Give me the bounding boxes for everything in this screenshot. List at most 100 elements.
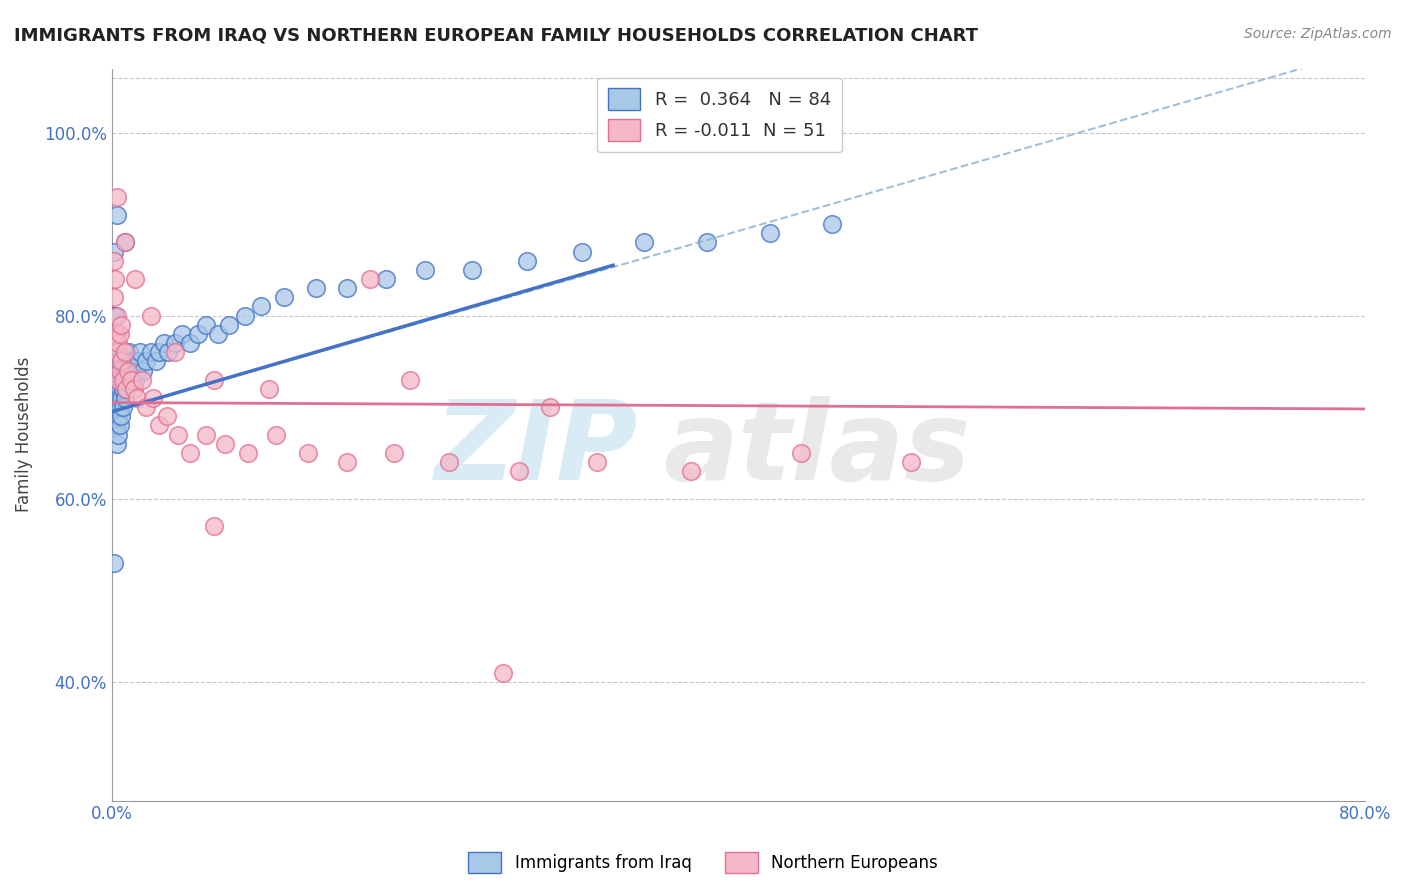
Point [157, 345, 180, 359]
Point [152, 336, 174, 351]
Point [105, 400, 128, 414]
Point [125, 391, 148, 405]
Point [105, 189, 128, 203]
Point [336, 455, 359, 469]
Point [821, 217, 844, 231]
Point [107, 427, 129, 442]
Point [107, 409, 129, 424]
Point [135, 400, 157, 414]
Text: IMMIGRANTS FROM IRAQ VS NORTHERN EUROPEAN FAMILY HOUSEHOLDS CORRELATION CHART: IMMIGRANTS FROM IRAQ VS NORTHERN EUROPEA… [14, 27, 979, 45]
Point [105, 363, 128, 377]
Point [375, 272, 398, 286]
Point [111, 400, 134, 414]
Point [103, 326, 125, 341]
Point [110, 354, 132, 368]
Point [586, 455, 609, 469]
Point [111, 363, 134, 377]
Point [114, 235, 136, 250]
Point [103, 382, 125, 396]
Point [129, 345, 152, 359]
Point [304, 281, 326, 295]
Point [105, 208, 128, 222]
Point [233, 309, 256, 323]
Point [104, 418, 127, 433]
Point [202, 373, 225, 387]
Point [105, 436, 128, 450]
Point [132, 363, 155, 377]
Point [108, 400, 131, 414]
Point [105, 345, 128, 359]
Legend: Immigrants from Iraq, Northern Europeans: Immigrants from Iraq, Northern Europeans [461, 846, 945, 880]
Point [104, 345, 127, 359]
Point [107, 373, 129, 387]
Point [103, 556, 125, 570]
Point [108, 363, 131, 377]
Point [359, 272, 381, 286]
Point [114, 391, 136, 405]
Text: Source: ZipAtlas.com: Source: ZipAtlas.com [1244, 27, 1392, 41]
Point [110, 391, 132, 405]
Point [111, 373, 134, 387]
Point [114, 373, 136, 387]
Point [238, 446, 260, 460]
Point [172, 326, 194, 341]
Point [336, 281, 359, 295]
Point [103, 345, 125, 359]
Point [540, 400, 562, 414]
Point [142, 391, 165, 405]
Point [790, 446, 813, 460]
Point [104, 382, 127, 396]
Point [104, 309, 127, 323]
Point [382, 446, 405, 460]
Point [105, 418, 128, 433]
Point [516, 253, 538, 268]
Point [105, 326, 128, 341]
Point [492, 665, 515, 680]
Point [114, 354, 136, 368]
Point [128, 354, 150, 368]
Point [107, 373, 129, 387]
Point [124, 373, 146, 387]
Point [104, 400, 127, 414]
Point [249, 300, 271, 314]
Text: ZIP: ZIP [434, 396, 638, 503]
Point [194, 427, 217, 442]
Point [118, 363, 141, 377]
Point [108, 326, 131, 341]
Point [148, 418, 170, 433]
Point [273, 290, 295, 304]
Point [110, 318, 132, 332]
Point [111, 382, 134, 396]
Point [163, 336, 186, 351]
Point [179, 336, 201, 351]
Point [508, 464, 530, 478]
Point [166, 427, 188, 442]
Point [103, 309, 125, 323]
Point [107, 391, 129, 405]
Point [108, 363, 131, 377]
Point [120, 373, 142, 387]
Point [117, 354, 139, 368]
Point [115, 382, 138, 396]
Point [139, 309, 162, 323]
Point [207, 326, 229, 341]
Point [179, 446, 201, 460]
Point [139, 345, 162, 359]
Point [437, 455, 460, 469]
Point [187, 326, 209, 341]
Point [202, 519, 225, 533]
Point [104, 326, 127, 341]
Point [110, 354, 132, 368]
Point [900, 455, 922, 469]
Point [104, 326, 127, 341]
Point [121, 363, 143, 377]
Point [105, 345, 128, 359]
Point [104, 272, 127, 286]
Point [571, 244, 593, 259]
Point [148, 345, 170, 359]
Point [266, 427, 288, 442]
Point [118, 345, 141, 359]
Point [257, 382, 280, 396]
Point [681, 464, 703, 478]
Point [194, 318, 217, 332]
